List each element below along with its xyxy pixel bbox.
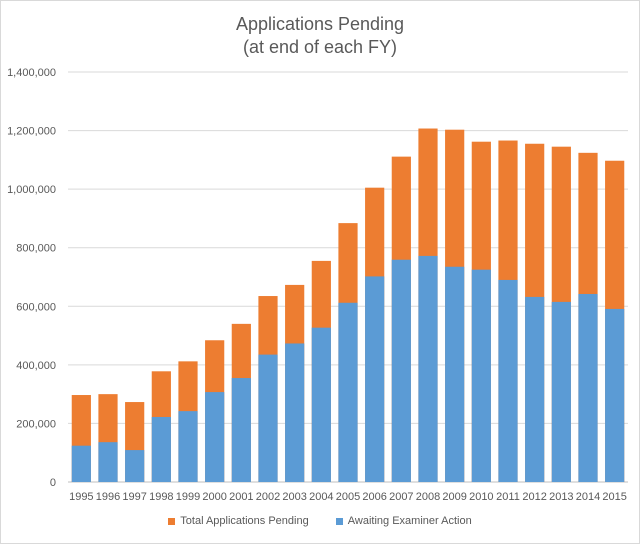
legend-swatch-awaiting xyxy=(335,517,343,525)
x-tick-label: 2006 xyxy=(362,491,386,503)
x-tick-label: 1995 xyxy=(69,491,93,503)
x-tick-label: 2005 xyxy=(336,491,360,503)
x-tick-label: 2011 xyxy=(496,491,520,503)
bar-awaiting-2015 xyxy=(605,308,625,482)
y-tick-label: 1,000,000 xyxy=(7,184,56,196)
x-tick-label: 1998 xyxy=(149,491,173,503)
legend-label-total: Total Applications Pending xyxy=(180,515,309,527)
x-tick-label: 2009 xyxy=(442,491,466,503)
chart-title: Applications Pending xyxy=(235,14,405,34)
y-tick-label: 400,000 xyxy=(16,360,56,372)
y-tick-label: 1,400,000 xyxy=(7,67,56,79)
legend-item-awaiting: Awaiting Examiner Action xyxy=(335,515,472,527)
y-tick-label: 0 xyxy=(50,477,56,489)
x-tick-label: 2002 xyxy=(256,491,280,503)
bar-awaiting-2012 xyxy=(525,296,545,482)
x-tick-label: 2014 xyxy=(576,491,600,503)
bar-awaiting-2008 xyxy=(418,255,438,482)
legend-label-awaiting: Awaiting Examiner Action xyxy=(347,515,472,527)
x-tick-label: 2001 xyxy=(229,491,253,503)
x-tick-label: 2008 xyxy=(416,491,440,503)
bar-awaiting-2001 xyxy=(231,378,251,482)
bar-awaiting-2006 xyxy=(365,276,385,482)
x-tick-label: 1996 xyxy=(96,491,120,503)
x-tick-label: 1999 xyxy=(176,491,200,503)
bar-awaiting-1997 xyxy=(125,450,145,482)
bar-awaiting-2004 xyxy=(311,327,331,482)
chart-subtitle: (at end of each FY) xyxy=(242,37,398,57)
x-tick-label: 2010 xyxy=(469,491,493,503)
x-tick-label: 2004 xyxy=(309,491,333,503)
bar-awaiting-1996 xyxy=(98,442,118,482)
bar-awaiting-2002 xyxy=(258,354,278,482)
bar-awaiting-2011 xyxy=(498,279,518,482)
bar-awaiting-1999 xyxy=(178,411,198,482)
y-tick-label: 1,200,000 xyxy=(7,126,56,138)
bar-awaiting-2010 xyxy=(471,269,491,482)
bar-awaiting-2014 xyxy=(578,293,598,482)
x-tick-label: 1997 xyxy=(122,491,146,503)
x-tick-label: 2003 xyxy=(282,491,306,503)
bar-awaiting-2003 xyxy=(285,343,305,482)
y-tick-label: 200,000 xyxy=(16,418,56,430)
bar-awaiting-1995 xyxy=(71,445,91,482)
x-tick-label: 2012 xyxy=(522,491,546,503)
bar-awaiting-2000 xyxy=(205,392,225,482)
x-tick-label: 2007 xyxy=(389,491,413,503)
legend-swatch-total xyxy=(168,517,176,525)
bar-awaiting-2007 xyxy=(391,259,411,482)
bar-awaiting-2005 xyxy=(338,302,358,482)
bar-awaiting-2013 xyxy=(551,301,571,482)
y-tick-label: 600,000 xyxy=(16,301,56,313)
legend: Total Applications Pending Awaiting Exam… xyxy=(0,515,640,528)
bar-awaiting-1998 xyxy=(151,416,171,482)
bar-awaiting-2009 xyxy=(445,266,465,482)
x-tick-label: 2013 xyxy=(549,491,573,503)
legend-item-total: Total Applications Pending xyxy=(168,515,309,527)
x-tick-label: 2000 xyxy=(202,491,226,503)
y-tick-label: 800,000 xyxy=(16,243,56,255)
x-tick-label: 2015 xyxy=(602,491,626,503)
